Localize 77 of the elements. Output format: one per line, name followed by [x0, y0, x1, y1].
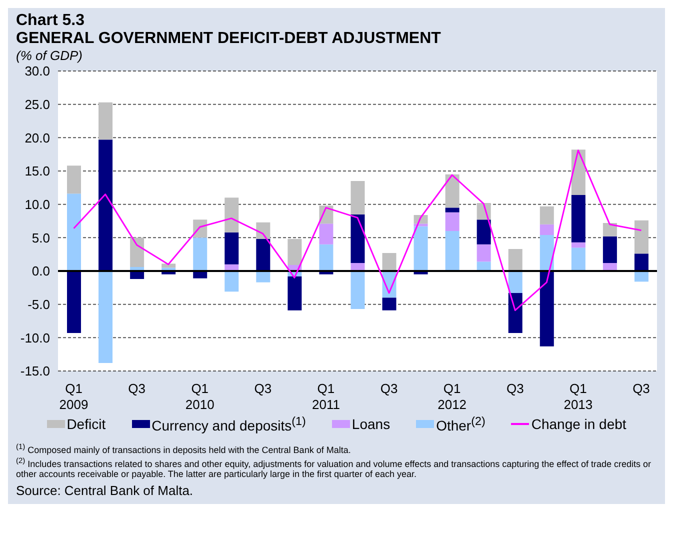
x-tick-label: Q3: [506, 381, 524, 396]
bar: [414, 226, 428, 271]
y-tick-label: 0.0: [32, 264, 50, 279]
y-tick-label: 5.0: [32, 230, 50, 246]
bar: [476, 244, 491, 262]
x-tick-label: Q1 2012: [438, 381, 467, 412]
bar: [319, 244, 334, 271]
y-tick-label: 20.0: [24, 130, 50, 146]
bar: [508, 249, 522, 271]
x-tick-label: Q1 2013: [564, 381, 593, 412]
bar: [540, 271, 554, 346]
line-series: [73, 150, 642, 312]
bar: [445, 208, 460, 212]
bar: [288, 276, 302, 310]
bar: [634, 220, 648, 254]
bar: [193, 238, 208, 271]
x-tick-label: Q3: [632, 381, 650, 396]
legend-label: Deficit: [66, 416, 106, 432]
bar: [508, 293, 522, 333]
y-tick-label: 15.0: [24, 164, 50, 179]
y-tick-label: 25.0: [24, 96, 50, 112]
y-tick-label: -10.0: [20, 330, 50, 346]
legend-label: Currency and deposits$^{(1)}$: [152, 415, 306, 434]
bar: [256, 222, 270, 239]
bar: [445, 231, 460, 271]
bar: [540, 206, 554, 224]
chart-subtitle: GENERAL GOVERNMENT DEFICIT-DEBT ADJUSTMENT: [15, 30, 442, 48]
y-tick-label: -15.0: [20, 364, 50, 379]
bar: [256, 239, 270, 271]
bar: [445, 174, 460, 208]
bar: [508, 271, 522, 293]
bar: [602, 236, 617, 263]
y-tick-label: 30.0: [24, 64, 50, 79]
bar: [571, 248, 586, 271]
bar: [67, 166, 81, 194]
x-tick-label: Q3: [380, 381, 398, 396]
bar: [130, 238, 144, 267]
legend-label: Change in debt: [531, 416, 626, 432]
y-tick-label: -5.0: [28, 296, 50, 312]
bar: [98, 102, 113, 140]
bar: [540, 235, 554, 271]
bar: [288, 239, 302, 265]
bar: [98, 271, 113, 363]
x-tick-label: Q1 2011: [312, 381, 340, 412]
bar: [350, 271, 365, 309]
bar: [571, 195, 586, 242]
bar: [67, 194, 81, 271]
legend-label: Loans: [352, 416, 390, 432]
bar: [67, 271, 81, 333]
x-tick-label: Q3: [128, 381, 146, 396]
text: $^{(2)}$ Includes transactions related to shares and other equity, adjustments for valuation and volume effects and transactions capturing the effect of trade credits or other accounts receivable or payable. The latter are particularly large in the first quarter of each year.: [16, 456, 652, 479]
x-tick-label: Q1 2010: [185, 381, 214, 412]
y-tick-label: 10.0: [24, 196, 50, 212]
bar: [382, 253, 396, 271]
bar: [476, 220, 491, 244]
bar: [350, 214, 365, 263]
bar: [162, 264, 176, 268]
bar: [319, 224, 334, 244]
bar: [224, 232, 239, 264]
bar: [540, 224, 554, 235]
bar: [382, 298, 396, 310]
bar: [350, 181, 365, 214]
source-note: Source: Central Bank of Malta.: [16, 482, 194, 498]
bar: [602, 223, 617, 236]
bar: [571, 242, 586, 248]
x-tick-label: Q3: [254, 381, 272, 396]
text: $^{(1)}$ Composed mainly of transactions in deposits held with the Central Bank of Malta.: [16, 442, 351, 455]
bar: [98, 140, 113, 271]
bar: [256, 271, 270, 282]
bar: [224, 271, 239, 292]
bar: [224, 198, 239, 232]
bar: [634, 254, 648, 271]
y-axis-title: (% of GDP): [15, 48, 84, 63]
legend-label: Other$^{(2)}$: [436, 415, 486, 434]
x-tick-label: Q1 2009: [59, 381, 88, 412]
chart-title: Chart 5.3: [15, 12, 86, 30]
bar: [445, 212, 460, 231]
